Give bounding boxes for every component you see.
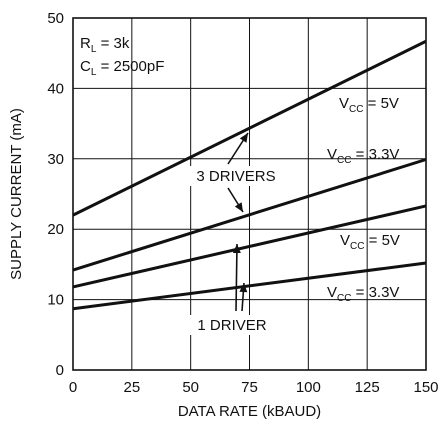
series-label-sub: CC bbox=[337, 293, 351, 304]
series-label-3drivers-3v3: VCC = 3.3V bbox=[327, 146, 399, 166]
arrow-1driver-5v-shaft bbox=[235, 243, 238, 312]
y-tick-label: 30 bbox=[47, 151, 64, 168]
tick-labels: 0 25 50 75 100 125 150 0 10 20 30 40 50 bbox=[47, 10, 438, 396]
y-tick-label: 0 bbox=[56, 362, 64, 379]
y-tick-label: 20 bbox=[47, 221, 64, 238]
group-label-3drivers: 3 DRIVERS bbox=[196, 168, 275, 185]
series-label-main: V bbox=[340, 232, 350, 249]
grid bbox=[73, 18, 426, 370]
series-line-2 bbox=[72, 204, 427, 289]
x-tick-label: 75 bbox=[241, 379, 258, 396]
series-label-1driver-5v: VCC = 5V bbox=[340, 232, 400, 252]
y-tick-label: 50 bbox=[47, 10, 64, 27]
condition-cl-value: = 2500pF bbox=[96, 58, 164, 75]
series-label-1driver-3v3: VCC = 3.3V bbox=[327, 284, 399, 304]
series-label-value: = 5V bbox=[364, 232, 399, 249]
series-line-3 bbox=[72, 261, 427, 311]
series-label-value: = 5V bbox=[363, 95, 398, 112]
series-label-sub: CC bbox=[349, 104, 363, 115]
condition-rl-sub: L bbox=[91, 44, 97, 55]
arrow-3drivers-3v3-head bbox=[234, 202, 243, 212]
condition-rl-value: = 3k bbox=[96, 35, 129, 52]
arrow-3drivers-5v-head bbox=[239, 133, 248, 143]
series-label-value: = 3.3V bbox=[351, 284, 399, 301]
series-label-3drivers-5v: VCC = 5V bbox=[339, 95, 399, 115]
condition-cl: CL = 2500pF bbox=[80, 58, 164, 78]
group-label-3drivers-background bbox=[190, 166, 282, 186]
arrow-1driver-3v3-head bbox=[239, 283, 248, 293]
x-tick-label: 50 bbox=[182, 379, 199, 396]
x-axis-title: DATA RATE (kBAUD) bbox=[178, 403, 321, 420]
x-tick-label: 25 bbox=[123, 379, 140, 396]
plot-frame bbox=[72, 17, 427, 371]
x-tick-label: 150 bbox=[413, 379, 438, 396]
condition-rl-main: R bbox=[80, 35, 91, 52]
y-tick-label: 40 bbox=[47, 80, 64, 97]
group-label-1driver: 1 DRIVER bbox=[197, 317, 266, 334]
series-label-main: V bbox=[339, 95, 349, 112]
series-label-sub: CC bbox=[337, 155, 351, 166]
condition-cl-main: C bbox=[80, 58, 91, 75]
group-label-1driver-background bbox=[190, 315, 274, 335]
annotation-arrows bbox=[227, 132, 249, 312]
arrow-1driver-5v-head bbox=[232, 244, 241, 254]
series-lines bbox=[72, 39, 427, 311]
x-tick-label: 100 bbox=[296, 379, 321, 396]
series-line-0 bbox=[72, 39, 427, 217]
condition-rl: RL = 3k bbox=[80, 35, 130, 55]
series-label-main: V bbox=[327, 284, 337, 301]
series-label-value: = 3.3V bbox=[351, 146, 399, 163]
y-axis-title: SUPPLY CURRENT (mA) bbox=[8, 108, 25, 280]
series-line-1 bbox=[72, 158, 427, 272]
y-tick-label: 10 bbox=[47, 292, 64, 309]
series-label-main: V bbox=[327, 146, 337, 163]
series-label-sub: CC bbox=[350, 241, 364, 252]
condition-cl-sub: L bbox=[91, 67, 97, 78]
x-tick-label: 0 bbox=[69, 379, 77, 396]
x-tick-label: 125 bbox=[355, 379, 380, 396]
